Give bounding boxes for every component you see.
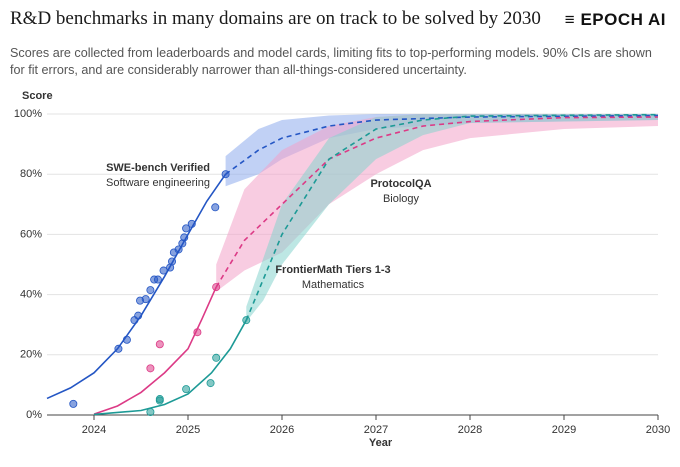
chart-subtitle: Scores are collected from leaderboards a… [10, 46, 652, 77]
fit-line [46, 173, 227, 400]
logo-text: EPOCH AI [580, 10, 666, 29]
series-domain: Mathematics [302, 279, 365, 291]
data-point [146, 286, 155, 295]
x-axis-title: Year [369, 437, 393, 449]
data-point [212, 353, 221, 362]
x-tick-label: 2030 [646, 424, 670, 436]
y-tick-label: 60% [20, 228, 42, 240]
data-point [134, 311, 143, 320]
y-axis-title: Score [22, 90, 53, 102]
y-tick-label: 80% [20, 168, 42, 180]
forecast-line [215, 116, 659, 288]
series-label: SWE-bench Verified [106, 162, 210, 174]
data-point [155, 396, 164, 405]
data-point [211, 203, 220, 212]
series-domain: Software engineering [106, 177, 210, 189]
forecast-line [245, 113, 659, 321]
data-point [174, 245, 183, 254]
data-point [168, 257, 177, 266]
data-point [141, 295, 150, 304]
series-label: FrontierMath Tiers 1-3 [275, 264, 390, 276]
data-point [180, 233, 189, 242]
fit-line [93, 319, 247, 416]
x-tick-label: 2024 [82, 424, 106, 436]
data-point [159, 266, 168, 275]
y-tick-label: 100% [14, 108, 42, 120]
series-domain: Biology [383, 193, 420, 205]
data-point [155, 340, 164, 349]
data-point [153, 275, 162, 284]
chart-title: R&D benchmarks in many domains are on tr… [10, 8, 541, 29]
data-point [182, 385, 191, 394]
x-tick-label: 2025 [176, 424, 200, 436]
data-point [187, 219, 196, 228]
data-point [122, 335, 131, 344]
data-point [206, 379, 215, 388]
x-tick-label: 2028 [458, 424, 482, 436]
data-point [146, 364, 155, 373]
forecast-line [225, 114, 659, 175]
data-point [69, 399, 78, 408]
y-tick-label: 40% [20, 289, 42, 301]
data-point [193, 328, 202, 337]
data-point [242, 316, 251, 325]
x-tick-label: 2026 [270, 424, 294, 436]
x-tick-label: 2029 [552, 424, 576, 436]
fit-line [93, 286, 217, 415]
logo: ≡ EPOCH AI [564, 10, 666, 29]
data-point [182, 224, 191, 233]
ci-band [246, 114, 658, 322]
y-tick-label: 0% [26, 409, 42, 421]
data-point [146, 407, 155, 416]
y-tick-label: 20% [20, 349, 42, 361]
data-point [221, 170, 230, 179]
data-point [114, 344, 123, 353]
data-point [212, 283, 221, 292]
x-tick-label: 2027 [364, 424, 388, 436]
series-label: ProtocolQA [370, 178, 431, 190]
